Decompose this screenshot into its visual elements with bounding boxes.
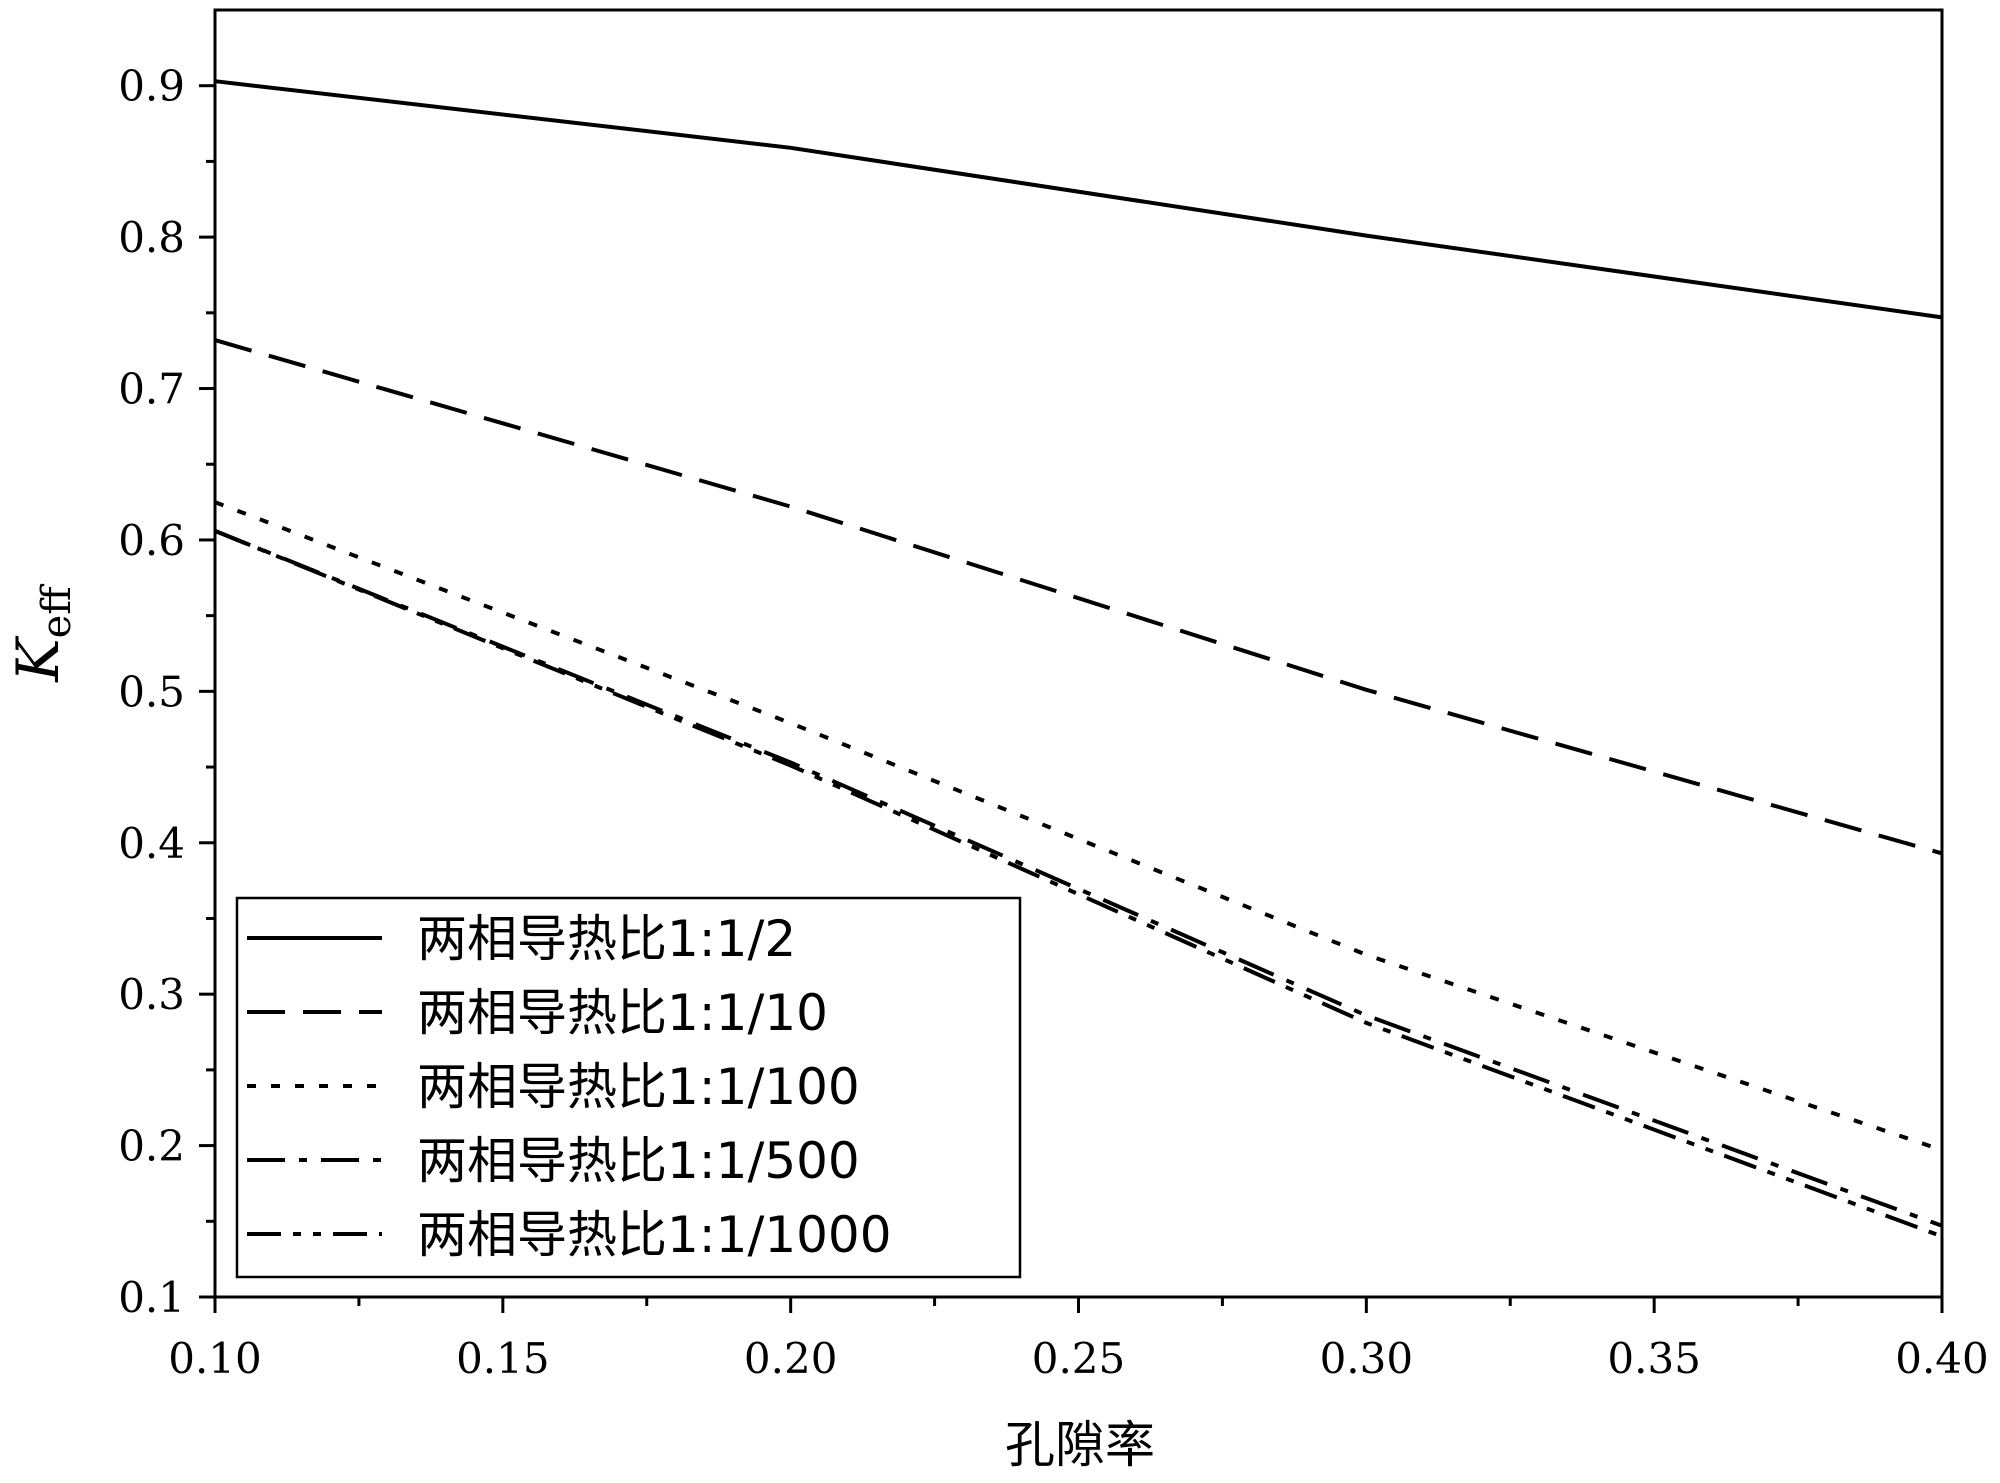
x-tick-label: 0.15 bbox=[456, 1334, 550, 1383]
y-axis-label-subscript: eff bbox=[34, 584, 80, 639]
x-tick-label: 0.40 bbox=[1895, 1334, 1989, 1383]
y-axis-label: Keff bbox=[4, 584, 80, 683]
x-tick-label: 0.30 bbox=[1320, 1334, 1414, 1383]
y-tick-label: 0.5 bbox=[118, 667, 185, 716]
legend-label-2: 两相导热比1:1/10 bbox=[417, 984, 828, 1042]
series-lines bbox=[214, 79, 1943, 1239]
y-tick-label: 0.2 bbox=[118, 1122, 185, 1171]
series-line-5 bbox=[214, 529, 1943, 1239]
x-tick-label: 0.35 bbox=[1607, 1334, 1701, 1383]
y-tick-label: 0.8 bbox=[118, 213, 185, 262]
y-tick-label: 0.7 bbox=[118, 365, 185, 414]
legend-label-5: 两相导热比1:1/1000 bbox=[417, 1206, 892, 1264]
legend: 两相导热比1:1/2 两相导热比1:1/10 两相导热比1:1/100 两相导热比1:… bbox=[235, 896, 1022, 1279]
legend-label-1: 两相导热比1:1/2 bbox=[417, 910, 796, 968]
y-axis-label-main: K bbox=[4, 635, 72, 683]
y-tick-label: 0.9 bbox=[118, 62, 185, 111]
y-tick-label: 0.6 bbox=[118, 516, 185, 565]
x-tick-label: 0.25 bbox=[1032, 1334, 1126, 1383]
y-tick-label: 0.4 bbox=[118, 819, 185, 868]
series-line-2 bbox=[214, 338, 1943, 856]
y-tick-label: 0.1 bbox=[118, 1273, 185, 1322]
series-line-3 bbox=[214, 500, 1943, 1152]
axis-ticks: 0.10 0.15 0.20 0.25 0.30 0.35 0.40 0.1 0.2 0.3 0.4… bbox=[118, 62, 1989, 1383]
x-axis-label: 孔隙率 bbox=[1005, 1416, 1155, 1474]
x-tick-label: 0.20 bbox=[744, 1334, 838, 1383]
legend-label-3: 两相导热比1:1/100 bbox=[417, 1058, 860, 1116]
x-tick-label: 0.10 bbox=[168, 1334, 262, 1383]
y-tick-label: 0.3 bbox=[118, 970, 185, 1019]
series-line-1 bbox=[214, 79, 1943, 320]
legend-label-4: 两相导热比1:1/500 bbox=[417, 1132, 860, 1190]
